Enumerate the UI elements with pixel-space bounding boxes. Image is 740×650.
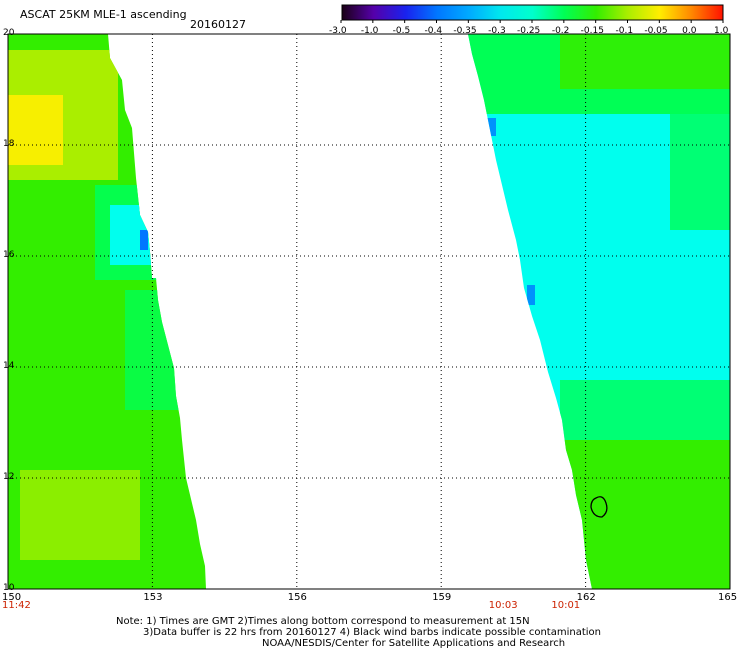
colorbar-tick-label: -0.2: [551, 26, 570, 36]
colorbar-tick-label: -0.35: [453, 26, 477, 36]
latitude-label: 14: [3, 361, 15, 371]
right-lower-patch: [560, 380, 730, 440]
latitude-label: 16: [3, 250, 15, 260]
pass-time-label: 10:03: [488, 600, 518, 611]
colorbar-tick-label: -1.0: [360, 26, 379, 36]
longitude-label: 162: [576, 592, 596, 603]
left-blue-pixel: [140, 230, 148, 250]
right-bottom-green: [560, 440, 730, 589]
note-line-2: 3)Data buffer is 22 hrs from 20160127 4)…: [143, 627, 601, 638]
colorbar-tick-label: -3.0: [329, 26, 347, 36]
latitude-label: 12: [3, 472, 15, 482]
longitude-label: 159: [432, 592, 452, 603]
latitude-label: 18: [3, 139, 15, 149]
colorbar-tick-label: -0.1: [615, 26, 634, 36]
colorbar: [340, 4, 724, 23]
left-bottom-patch: [20, 470, 140, 560]
note-line-3: NOAA/NESDIS/Center for Satellite Applica…: [262, 638, 566, 649]
longitude-label: 153: [143, 592, 163, 603]
pass-time-label: 10:01: [551, 600, 581, 611]
longitude-label: 150: [2, 592, 22, 603]
contamination-contour: [590, 496, 608, 518]
latitude-label: 10: [3, 583, 15, 593]
left-mid-patch: [125, 290, 185, 410]
colorbar-tick-label: -0.25: [517, 26, 541, 36]
colorbar-tick-label: 0.0: [682, 26, 697, 36]
latitude-label: 20: [3, 28, 15, 38]
right-blue-pixel-2: [527, 285, 535, 305]
colorbar-tick-label: 1.0: [714, 26, 729, 36]
colorbar-tick-label: -0.05: [644, 26, 668, 36]
map-date: 20160127: [190, 18, 246, 31]
right-edge-patch: [670, 100, 730, 230]
longitude-label: 165: [718, 592, 738, 603]
colorbar-tick-label: -0.3: [488, 26, 506, 36]
colorbar-tick-label: -0.4: [424, 26, 443, 36]
right-blue-pixel: [486, 118, 496, 136]
map-frame: [7, 33, 731, 590]
note-line-1: Note: 1) Times are GMT 2)Times along bot…: [116, 616, 530, 627]
colorbar-tick-label: -0.15: [580, 26, 604, 36]
longitude-label: 156: [287, 592, 307, 603]
colorbar-tick-label: -0.5: [392, 26, 411, 36]
left-yellow-patch: [8, 95, 63, 165]
right-top-green: [560, 34, 730, 89]
pass-time-label: 11:42: [2, 600, 31, 611]
map-title: ASCAT 25KM MLE-1 ascending: [20, 8, 187, 21]
